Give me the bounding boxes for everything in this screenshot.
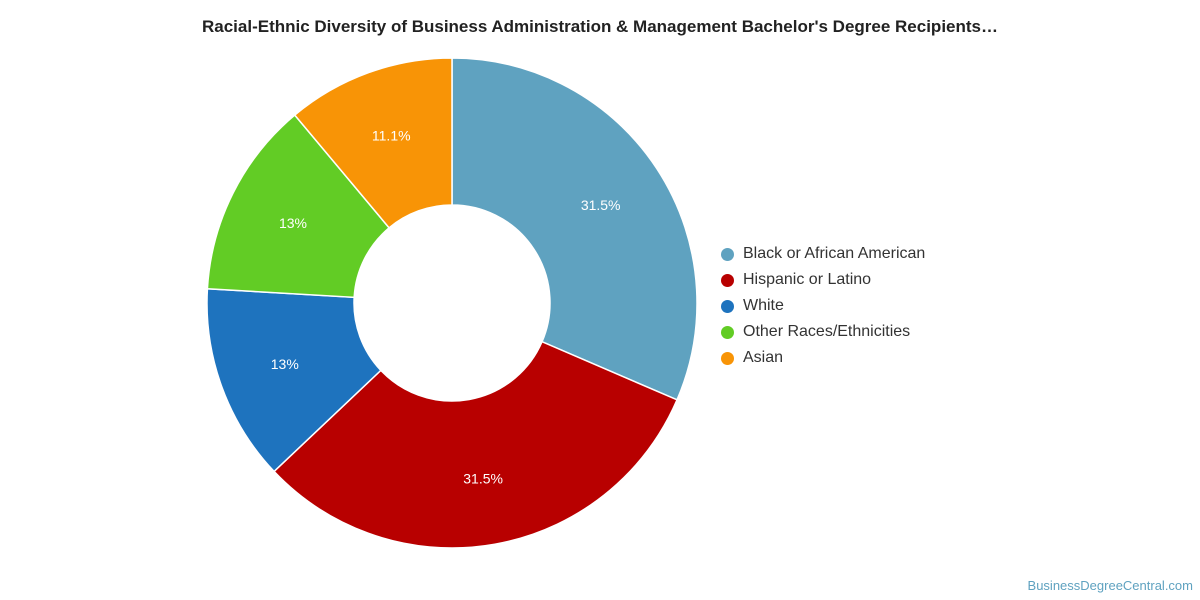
chart-legend: Black or African American Hispanic or Lat… bbox=[721, 241, 925, 371]
legend-swatch-asian bbox=[721, 351, 734, 365]
legend-swatch-white bbox=[721, 299, 734, 313]
legend-item-white[interactable]: White bbox=[721, 293, 925, 319]
slice-other-races-ethnicities[interactable] bbox=[206, 114, 391, 299]
slice-label-other-races-ethnicities: 13% bbox=[279, 215, 307, 231]
chart-title: Racial-Ethnic Diversity of Business Admi… bbox=[201, 17, 998, 36]
slice-white[interactable] bbox=[206, 287, 382, 473]
slice-black-or-african-american[interactable] bbox=[451, 57, 698, 401]
legend-item-other-races-ethnicities[interactable]: Other Races/Ethnicities bbox=[721, 319, 925, 345]
legend-item-hispanic-or-latino[interactable]: Hispanic or Latino bbox=[721, 267, 925, 293]
source-watermark[interactable]: BusinessDegreeCentral.com bbox=[1027, 578, 1193, 593]
slice-label-asian: 11.1% bbox=[372, 128, 411, 144]
slice-asian[interactable] bbox=[293, 57, 453, 229]
donut-slice-labels: 31.5% 31.5% 13% 13% 11.1% bbox=[271, 128, 621, 487]
legend-label-asian: Asian bbox=[743, 349, 784, 366]
donut-slices bbox=[206, 57, 698, 549]
legend-item-black-or-african-american[interactable]: Black or African American bbox=[721, 241, 925, 267]
legend-label-white: White bbox=[743, 297, 784, 314]
legend-swatch-other-races-ethnicities bbox=[721, 325, 734, 339]
legend-label-other-races-ethnicities: Other Races/Ethnicities bbox=[743, 323, 911, 340]
slice-hispanic-or-latino[interactable] bbox=[273, 340, 679, 549]
legend-item-asian[interactable]: Asian bbox=[721, 345, 925, 371]
legend-swatch-black-or-african-american bbox=[721, 247, 734, 261]
legend-label-hispanic-or-latino: Hispanic or Latino bbox=[743, 271, 872, 288]
slice-label-black-or-african-american: 31.5% bbox=[581, 197, 621, 213]
slice-label-white: 13% bbox=[271, 356, 299, 372]
legend-swatch-hispanic-or-latino bbox=[721, 273, 734, 287]
legend-label-black-or-african-american: Black or African American bbox=[743, 245, 926, 262]
slice-label-hispanic-or-latino: 31.5% bbox=[463, 470, 503, 486]
